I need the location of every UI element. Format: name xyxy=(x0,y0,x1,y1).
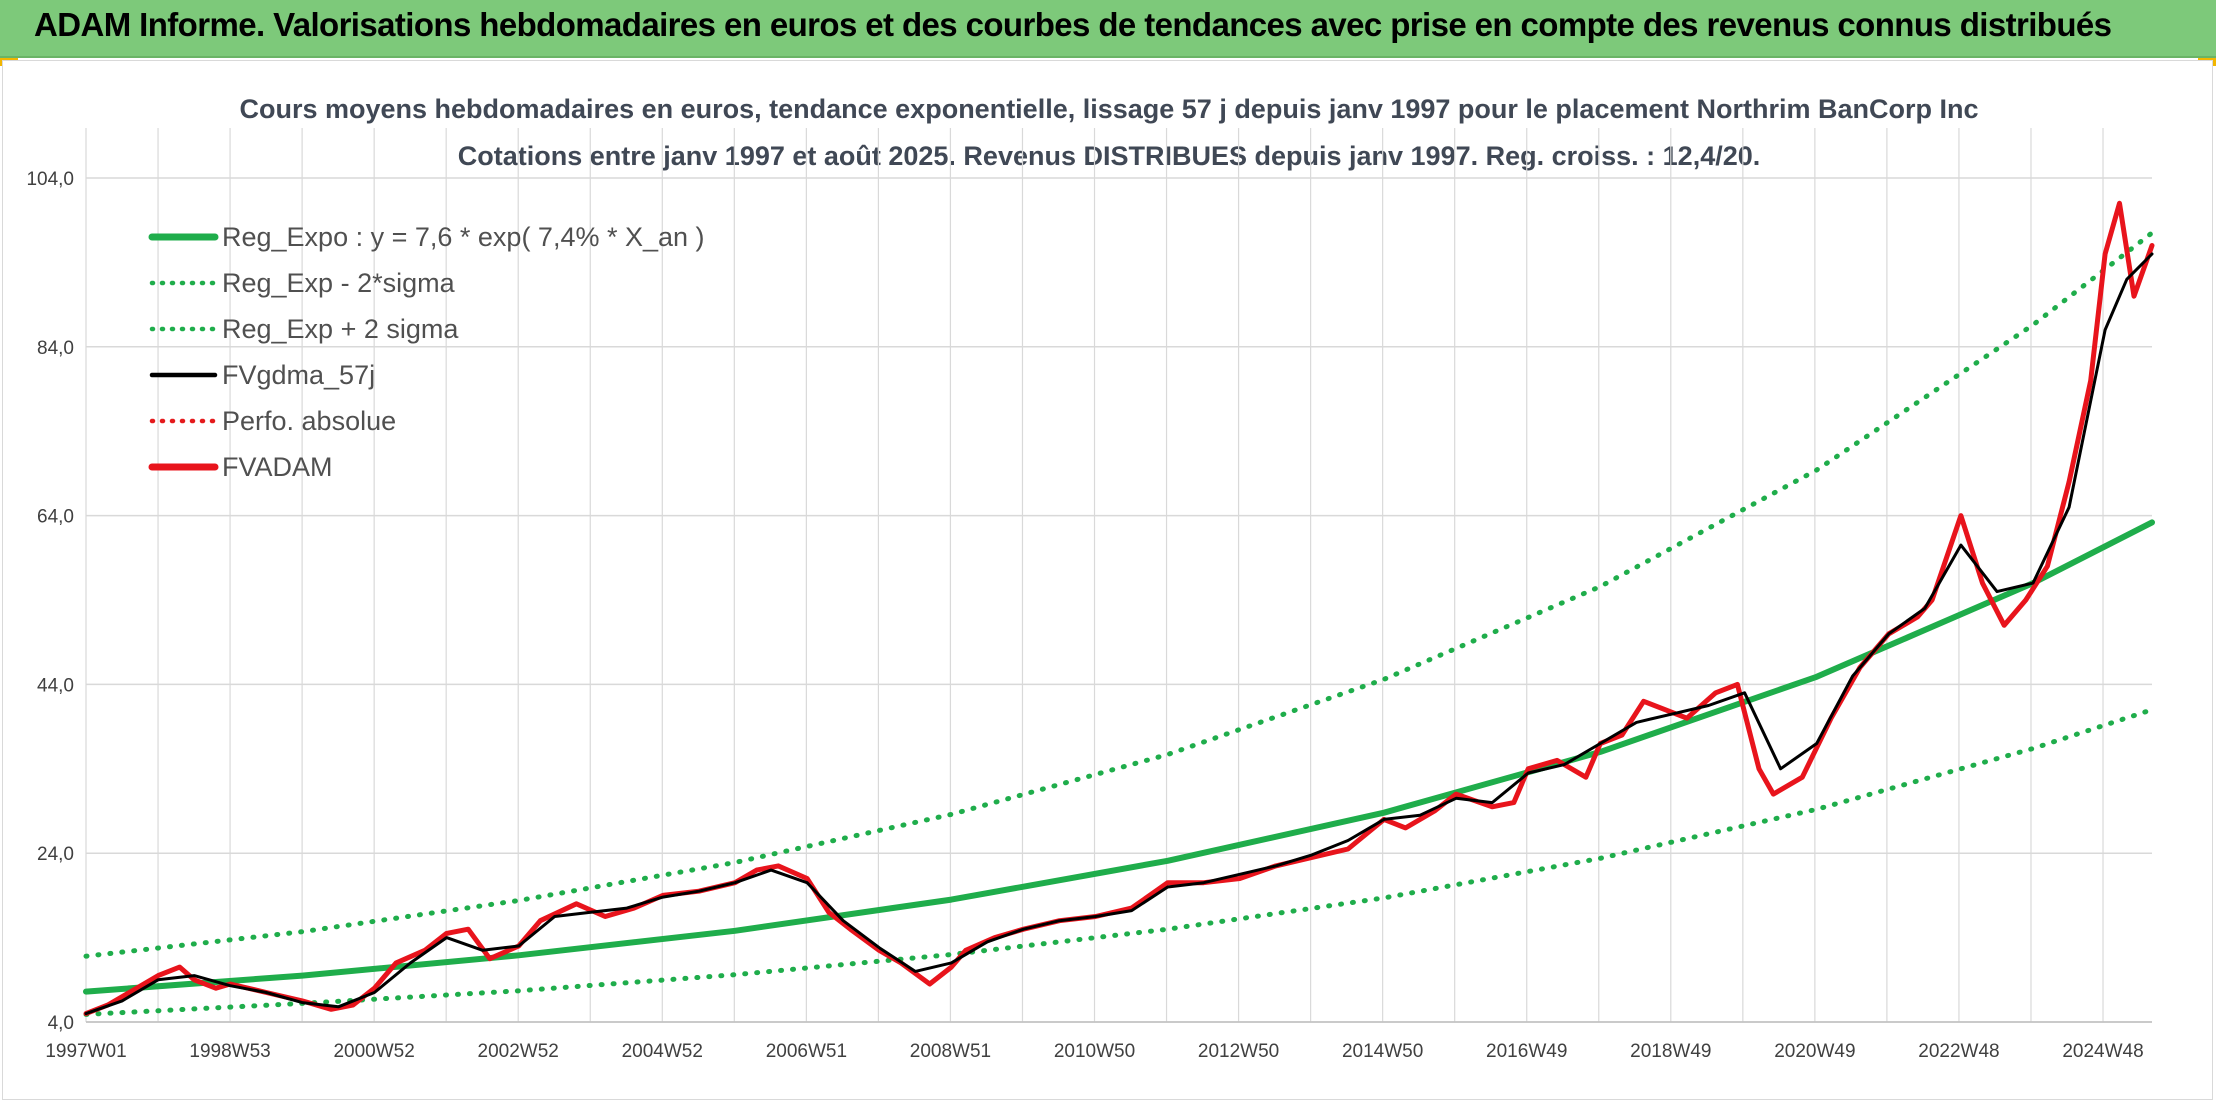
x-tick-label: 2020W49 xyxy=(1774,1041,1855,1062)
reg-expo-line xyxy=(83,519,2155,995)
x-tick-label: 2008W51 xyxy=(910,1041,991,1062)
x-tick-label: 2018W49 xyxy=(1630,1041,1711,1062)
y-tick-label: 64,0 xyxy=(37,507,74,528)
reg-exp-minus-2sigma-line xyxy=(83,707,2155,1017)
x-tick-label: 2022W48 xyxy=(1918,1041,1999,1062)
y-tick-label: 84,0 xyxy=(37,338,74,359)
x-tick-label: 2012W50 xyxy=(1198,1041,1279,1062)
chart-subtitle: Cotations entre janv 1997 et août 2025. … xyxy=(458,141,1761,171)
x-tick-label: 1997W01 xyxy=(45,1041,126,1062)
y-axis-ticks: 4,0 24,0 44,0 64,0 84,0 104,0 xyxy=(26,169,74,1034)
chart-legend: Reg_Expo : y = 7,6 * exp( 7,4% * X_an ) R… xyxy=(148,222,705,482)
y-tick-label: 4,0 xyxy=(48,1013,74,1034)
x-tick-label: 1998W53 xyxy=(189,1041,270,1062)
chart-frame xyxy=(2,60,2213,1100)
x-tick-label: 2016W49 xyxy=(1486,1041,1567,1062)
legend-entry-label: Reg_Expo : y = 7,6 * exp( 7,4% * X_an ) xyxy=(222,222,705,252)
legend-entry-label: Perfo. absolue xyxy=(222,406,396,436)
x-tick-label: 2002W52 xyxy=(478,1041,559,1062)
reg-exp-plus-2sigma-line xyxy=(83,230,2155,959)
y-tick-label: 24,0 xyxy=(37,844,74,865)
legend-entry-label: FVgdma_57j xyxy=(222,360,375,390)
x-tick-label: 2010W50 xyxy=(1054,1041,1135,1062)
series-lines xyxy=(83,200,2155,1017)
report-title: ADAM Informe. Valorisations hebdomadaire… xyxy=(34,6,2112,43)
x-tick-label: 2000W52 xyxy=(333,1041,414,1062)
y-tick-label: 44,0 xyxy=(37,675,74,696)
x-tick-label: 2024W48 xyxy=(2062,1041,2143,1062)
grid-lines xyxy=(85,128,2152,1023)
legend-entry-label: Reg_Exp + 2 sigma xyxy=(222,314,459,344)
legend-entry-label: FVADAM xyxy=(222,452,333,482)
chart-title: Cours moyens hebdomadaires en euros, ten… xyxy=(239,94,1978,124)
fvgdma-57j-line xyxy=(84,252,2154,1016)
x-tick-label: 2004W52 xyxy=(622,1041,703,1062)
legend-entry-label: Reg_Exp - 2*sigma xyxy=(222,268,456,298)
x-tick-label: 2014W50 xyxy=(1342,1041,1423,1062)
report-banner: ADAM Informe. Valorisations hebdomadaire… xyxy=(0,0,2216,58)
x-axis-ticks: 1997W01 1998W53 2000W52 2002W52 2004W52 2006W… xyxy=(45,1041,2143,1062)
x-tick-label: 2006W51 xyxy=(766,1041,847,1062)
y-tick-label: 104,0 xyxy=(26,169,74,190)
